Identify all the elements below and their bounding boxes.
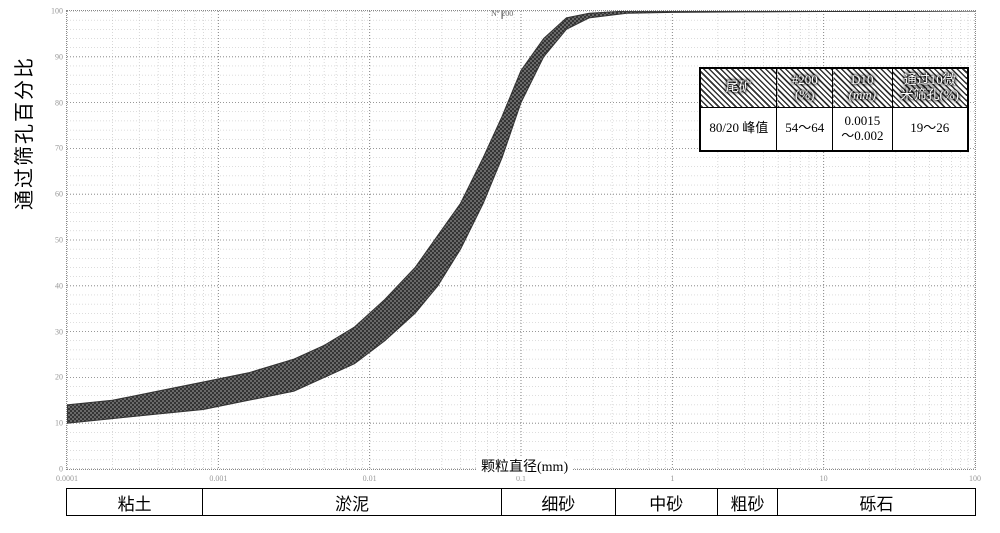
y-tick-label: 50	[47, 236, 63, 245]
x-tick-label: 1	[670, 474, 674, 483]
cell-tailings: 80/20 峰值	[700, 107, 776, 150]
cell-200: 54～64	[777, 107, 833, 150]
y-tick-label: 30	[47, 327, 63, 336]
col-header-tailings: 尾矿	[700, 68, 776, 107]
table-row: 80/20 峰值 54～64 0.0015 ～0.002 19～26	[700, 107, 968, 150]
col-header-200: #200 (%)	[777, 68, 833, 107]
plot-area: Nº 200 颗粒直径(mm) 尾矿 #200 (%) D10 (mm) 通过1…	[66, 10, 976, 470]
inset-summary-table: 尾矿 #200 (%) D10 (mm) 通过10微 米筛孔(%) 80/20 …	[699, 67, 969, 152]
x-tick-label: 0.01	[363, 474, 377, 483]
y-tick-label: 0	[47, 465, 63, 474]
y-axis-label: 通过筛孔百分比	[8, 56, 37, 210]
y-tick-label: 90	[47, 52, 63, 61]
class-cell: 淤泥	[203, 489, 502, 515]
y-tick-label: 60	[47, 190, 63, 199]
class-cell: 细砂	[502, 489, 616, 515]
sieve-200-marker: Nº 200	[491, 9, 513, 18]
class-cell: 砾石	[778, 489, 975, 515]
table-header-row: 尾矿 #200 (%) D10 (mm) 通过10微 米筛孔(%)	[700, 68, 968, 107]
y-tick-label: 40	[47, 281, 63, 290]
x-tick-label: 0.001	[209, 474, 227, 483]
class-cell: 粘土	[67, 489, 203, 515]
cell-d10: 0.0015 ～0.002	[833, 107, 892, 150]
psd-chart: 通过筛孔百分比 Nº 200 颗粒直径(mm) 尾矿 #200	[10, 10, 990, 523]
class-cell: 中砂	[616, 489, 718, 515]
x-tick-label: 0.0001	[56, 474, 78, 483]
y-tick-label: 70	[47, 144, 63, 153]
col-header-d10: D10 (mm)	[833, 68, 892, 107]
cell-10micron: 19～26	[892, 107, 968, 150]
y-tick-label: 20	[47, 373, 63, 382]
soil-classification-bar: 粘土淤泥细砂中砂粗砂砾石	[66, 488, 976, 516]
col-header-10micron: 通过10微 米筛孔(%)	[892, 68, 968, 107]
class-cell: 粗砂	[718, 489, 778, 515]
x-tick-label: 100	[969, 474, 981, 483]
y-tick-label: 80	[47, 98, 63, 107]
x-tick-label: 10	[820, 474, 828, 483]
y-tick-label: 10	[47, 419, 63, 428]
x-axis-label: 颗粒直径(mm)	[477, 456, 572, 476]
y-tick-label: 100	[47, 7, 63, 16]
